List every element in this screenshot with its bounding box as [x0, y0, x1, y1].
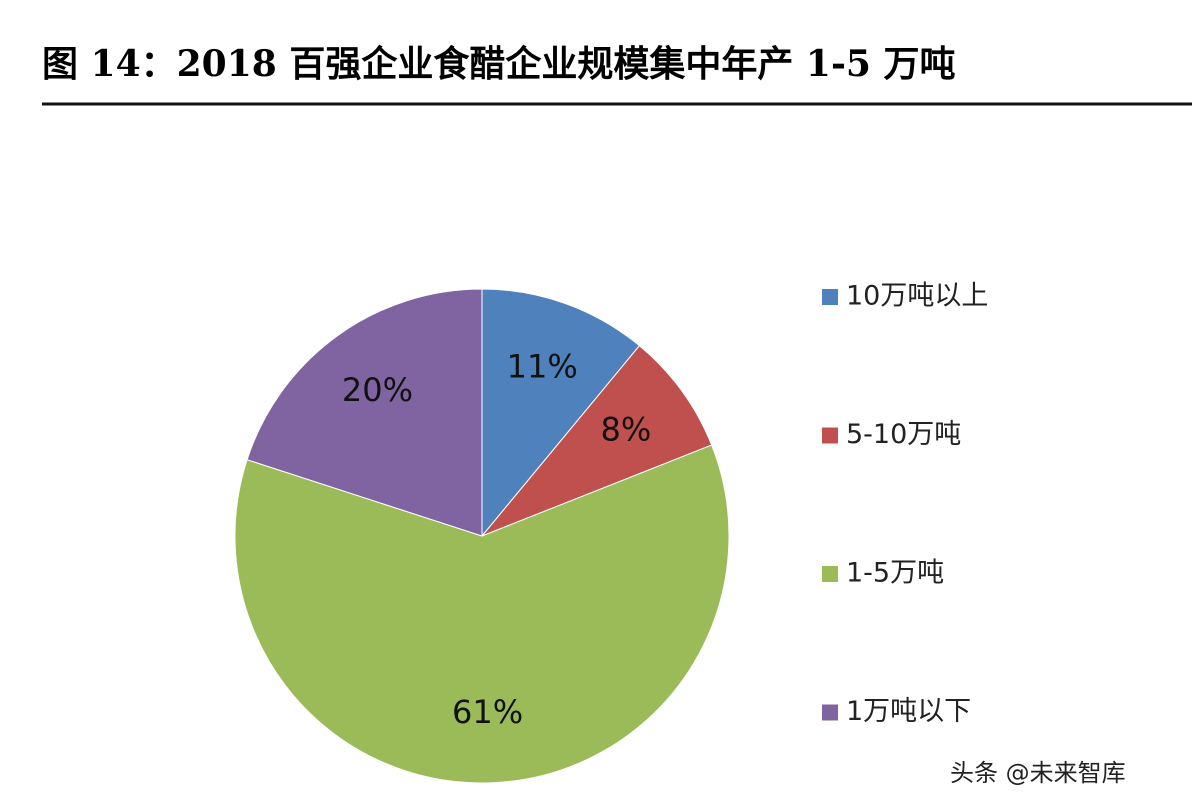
chart-title: 图 14：2018 百强企业食醋企业规模集中年产 1-5 万吨 — [42, 43, 955, 85]
watermark: 头条 @未来智库 — [950, 759, 1126, 787]
legend-swatch — [822, 566, 838, 582]
value-label: 8% — [600, 410, 651, 448]
legend-label: 1-5万吨 — [846, 558, 944, 589]
value-label: 20% — [342, 371, 413, 409]
pie-slice — [246, 288, 483, 537]
pie-slice — [234, 444, 730, 784]
legend-swatch — [822, 427, 838, 444]
pie-slice — [481, 344, 713, 537]
legend-label: 1万吨以下 — [846, 696, 971, 727]
value-label: 11% — [507, 348, 578, 386]
legend-swatch — [822, 289, 838, 305]
legend-label: 5-10万吨 — [846, 419, 961, 450]
legend-swatch — [822, 704, 838, 721]
value-label: 61% — [452, 693, 523, 731]
pie-slice — [481, 288, 641, 538]
legend-label: 10万吨以上 — [846, 281, 988, 312]
